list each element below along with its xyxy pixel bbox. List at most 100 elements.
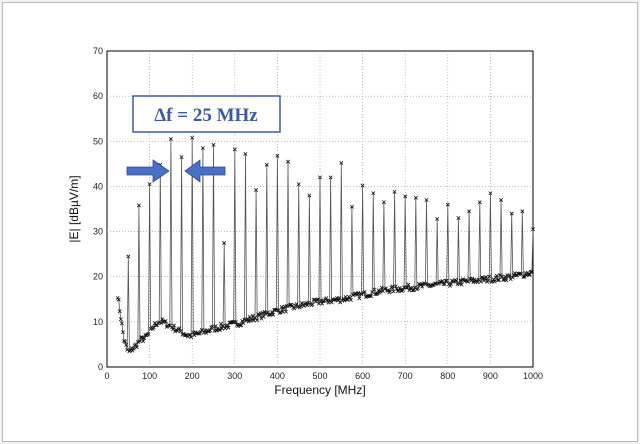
data-marker [393,284,398,289]
data-marker [503,274,508,279]
data-marker [140,335,145,340]
data-marker [188,332,193,337]
data-marker [442,281,447,286]
peak-marker [318,175,322,180]
peak-marker [424,197,429,202]
data-marker [267,312,272,317]
data-marker [139,335,144,340]
data-marker [487,274,492,279]
data-marker [142,336,147,341]
data-marker [527,272,532,277]
data-marker [362,289,367,294]
data-marker [119,321,124,326]
y-axis-ticks: 0 10 20 30 40 50 60 70 [93,46,103,372]
data-marker [210,324,215,329]
data-marker [117,309,122,314]
data-marker [230,320,235,325]
data-marker [242,317,247,322]
data-marker [177,326,182,331]
data-marker [146,331,151,336]
data-marker [217,327,222,332]
data-marker [223,326,228,331]
data-marker [390,284,395,289]
data-marker [433,281,438,286]
data-marker [233,320,238,325]
peak-marker [360,183,365,188]
y-tick-label: 20 [93,272,103,282]
annotation-box [132,95,281,133]
data-marker [484,275,489,280]
x-tick-label: 200 [185,371,200,381]
peak-marker [520,209,525,214]
data-marker [464,279,469,284]
peak-marker [147,182,152,187]
data-marker [419,282,424,287]
data-marker [495,278,500,283]
data-marker [510,275,515,280]
data-marker [273,307,278,312]
data-marker [357,296,362,301]
x-tick-label: 0 [104,371,109,381]
data-marker [504,278,509,283]
peak-marker [477,200,482,205]
data-marker [348,297,353,302]
data-marker [157,320,162,325]
peak-marker [254,188,259,193]
data-marker [236,324,240,329]
peak-marker [488,191,493,196]
y-tick-label: 10 [93,317,103,327]
peak-marker [413,195,418,200]
peak-marker [403,194,408,199]
data-marker [315,297,320,302]
data-markers [115,135,535,354]
data-marker [124,343,129,348]
data-marker [279,305,284,310]
data-marker [283,309,288,314]
data-marker [288,302,293,307]
peak-marker [126,254,131,259]
data-marker [305,303,310,308]
data-marker [240,319,245,323]
peak-marker [168,137,173,142]
data-marker [241,321,246,326]
data-marker [470,276,475,281]
data-marker [310,302,315,307]
data-marker [471,280,476,285]
peak-marker [211,142,216,147]
y-tick-label: 50 [93,136,103,146]
data-marker [441,282,446,287]
x-axis-ticks: 0 100 200 300 400 500 600 700 800 900 1000 [104,371,543,381]
x-tick-label: 800 [440,371,455,381]
annotation-text: Δf = 25 MHz [154,105,258,126]
data-marker [529,269,534,274]
peak-marker [190,135,195,140]
data-marker [118,317,123,322]
data-marker [130,348,135,353]
data-marker [141,339,146,344]
peak-marker [296,182,301,187]
x-axis-label: Frequency [MHz] [274,383,365,397]
peak-marker [243,151,248,156]
data-marker [198,329,203,334]
y-tick-label: 0 [98,362,103,372]
peak-marker [392,189,397,194]
data-marker [163,319,168,324]
peak-marker [509,211,514,216]
y-axis-label: |E| [dBµV/m] [67,175,81,242]
peak-marker [531,227,535,232]
data-marker [473,278,478,283]
y-tick-label: 60 [93,91,103,101]
data-marker [189,335,194,340]
data-marker [444,278,449,283]
data-marker [172,323,177,328]
data-marker [290,303,295,308]
data-marker [411,288,416,293]
x-tick-label: 1000 [523,371,543,381]
data-marker [379,285,384,290]
peak-marker [339,160,344,165]
x-tick-label: 900 [483,371,498,381]
data-marker [347,295,352,300]
data-marker [220,326,225,331]
left-arrow-icon [184,159,226,183]
